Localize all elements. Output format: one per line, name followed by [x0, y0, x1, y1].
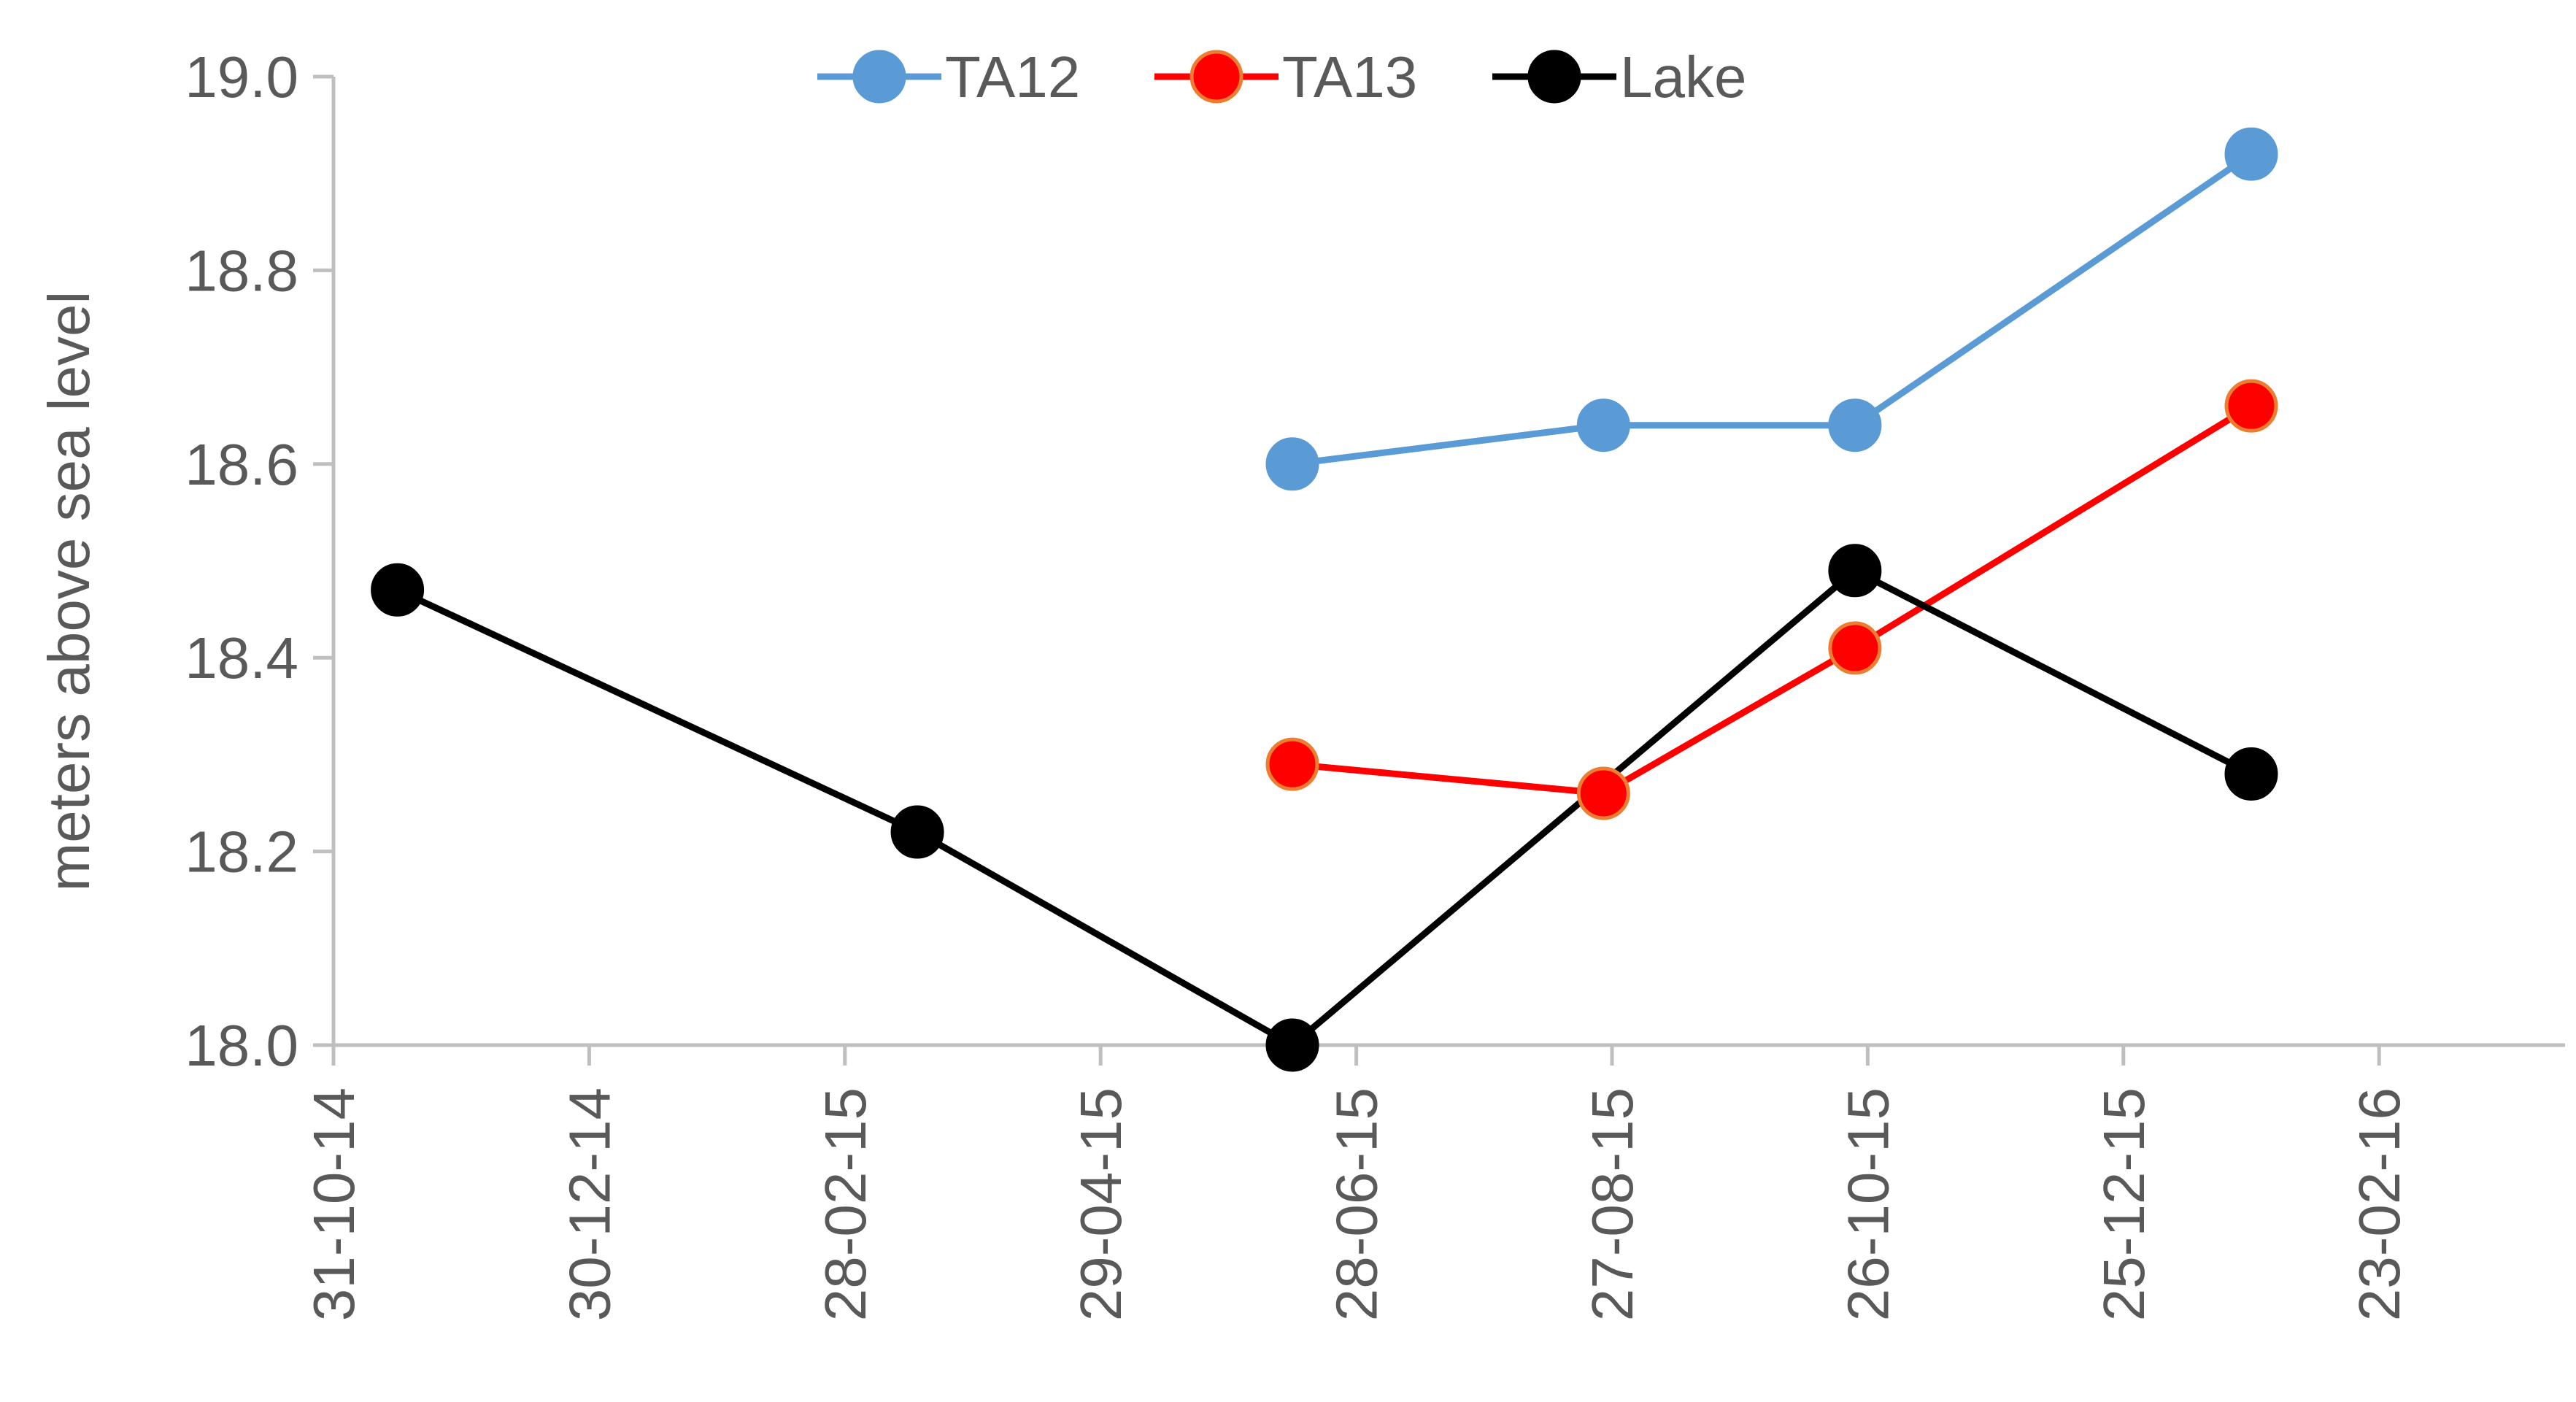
x-tick-label: 30-12-14	[557, 1087, 622, 1321]
data-point-ta13	[1576, 766, 1630, 820]
x-tick-label: 29-04-15	[1068, 1087, 1133, 1321]
x-tick-label: 31-10-14	[301, 1087, 366, 1321]
data-point-lake	[1265, 1018, 1319, 1072]
x-tick-label: 28-02-15	[813, 1087, 878, 1321]
data-point-ta13	[1265, 737, 1319, 791]
x-tick-label: 23-02-16	[2347, 1087, 2412, 1321]
legend-marker	[852, 50, 906, 104]
x-tick-label: 25-12-15	[2091, 1087, 2156, 1321]
legend-item-lake: Lake	[1492, 45, 1746, 109]
data-point-lake	[371, 563, 425, 617]
series-lines	[396, 151, 2253, 1049]
y-tick-label: 18.2	[185, 820, 298, 885]
x-ticks: 31-10-14 30-12-14 28-02-15 29-04-15 28-06-15…	[301, 1045, 2412, 1321]
data-point-ta13	[1828, 621, 1882, 675]
y-axis-title: meters above sea level	[36, 291, 101, 892]
y-tick-label: 18.8	[185, 238, 298, 303]
y-tick-label: 18.4	[185, 625, 298, 690]
y-tick-label: 18.6	[185, 432, 298, 497]
data-point-ta12	[2224, 127, 2278, 181]
y-tick-label: 19.0	[185, 45, 298, 109]
legend-marker	[1189, 50, 1243, 104]
data-point-ta12	[1265, 437, 1319, 491]
series-line-lake	[396, 567, 2253, 1049]
x-tick-label: 28-06-15	[1324, 1087, 1389, 1321]
y-ticks: 18.0 18.2 18.4 18.6 18.8 19.0	[185, 45, 333, 1078]
series-markers	[371, 127, 2278, 1072]
series-line-ta13	[1292, 403, 2253, 797]
legend-item-ta13: TA13	[1154, 45, 1417, 109]
x-tick-label: 26-10-15	[1835, 1087, 1900, 1321]
data-point-ta13	[2224, 379, 2278, 433]
legend-item-ta12: TA12	[817, 45, 1080, 109]
legend-label: Lake	[1620, 45, 1746, 109]
y-tick-label: 18.0	[185, 1013, 298, 1078]
data-point-lake	[890, 805, 944, 859]
legend: TA12 TA13 Lake	[817, 45, 1746, 109]
data-point-lake	[2224, 747, 2278, 801]
legend-label: TA12	[945, 45, 1080, 109]
legend-marker	[1527, 50, 1581, 104]
series-line-ta12	[1292, 151, 2253, 468]
x-tick-label: 27-08-15	[1580, 1087, 1645, 1321]
data-point-ta12	[1828, 398, 1882, 452]
data-point-ta12	[1576, 398, 1630, 452]
axes	[331, 77, 2565, 1047]
legend-label: TA13	[1282, 45, 1417, 109]
data-point-lake	[1828, 544, 1882, 598]
